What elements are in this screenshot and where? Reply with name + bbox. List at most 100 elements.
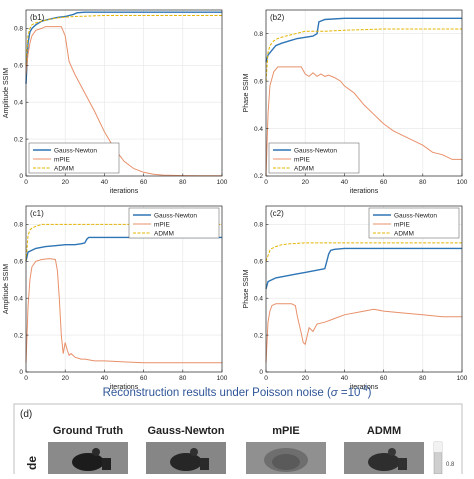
y-tick-label: 0.8 <box>14 26 23 33</box>
x-tick-label: 80 <box>419 179 427 186</box>
axes-frame <box>25 205 223 373</box>
axes-frame <box>265 205 463 373</box>
series-line-admm <box>265 28 462 82</box>
y-axis-label: Amplitude SSIM <box>3 264 10 314</box>
legend-label-admm: ADMM <box>154 230 174 237</box>
x-tick-label: 100 <box>457 179 468 186</box>
series-line-gauss-newton <box>25 11 222 84</box>
y-tick-label: 0.6 <box>254 78 263 85</box>
x-tick-label: 20 <box>62 179 70 186</box>
y-tick-label: 0.2 <box>254 332 263 339</box>
panel-label: (b2) <box>270 13 285 22</box>
x-tick-label: 40 <box>101 179 109 186</box>
caption-close: ) <box>368 387 372 399</box>
x-axis-label: iterations <box>350 188 379 195</box>
x-tick-label: 0 <box>264 375 268 382</box>
x-axis-label: iterations <box>350 384 379 391</box>
thumb-admm <box>344 442 424 474</box>
chart-c1: 0 20 40 60 80 100 0 0.2 0.4 0.6 0.8 iterations Ampli… <box>3 205 228 391</box>
thumb-ground-truth <box>48 442 128 474</box>
x-axis-label: iterations <box>110 188 139 195</box>
legend-label-mpie: mPIE <box>54 156 71 163</box>
caption-value: =10 <box>338 387 361 399</box>
x-tick-label: 0 <box>264 179 268 186</box>
caption: Reconstruction results under Poisson noi… <box>103 384 372 399</box>
panel-d: (d) de Ground Truth Gauss-Newton mPIE AD… <box>13 403 463 479</box>
colorbar-top <box>434 442 442 452</box>
y-tick-label: 0 <box>259 369 263 376</box>
panel-label: (b1) <box>30 13 45 22</box>
series-line-gauss-newton <box>265 247 462 290</box>
series-line-mpie <box>265 66 462 177</box>
legend-label-gauss-newton: Gauss-Newton <box>294 147 337 154</box>
y-tick-label: 0.8 <box>254 31 263 38</box>
legend-label-admm: ADMM <box>294 165 314 172</box>
panel-d-label: (d) <box>20 409 32 420</box>
series-line-admm <box>265 242 462 262</box>
x-tick-label: 80 <box>419 375 427 382</box>
chart-c2: 0 20 40 60 80 100 0 0.2 0.4 0.6 0.8 iterations Phase… <box>243 205 468 391</box>
caption-exponent: -4 <box>360 384 368 393</box>
legend: Gauss-Newton mPIE ADMM <box>368 207 460 239</box>
chart-b2: 0 20 40 60 80 100 0.2 0.4 0.6 0.8 iterations Phase … <box>243 9 468 195</box>
col-title-mpie: mPIE <box>272 425 300 437</box>
legend: Gauss-Newton mPIE ADMM <box>268 142 360 174</box>
y-tick-label: 0.8 <box>14 222 23 229</box>
y-tick-label: 0 <box>19 369 23 376</box>
y-axis-label: Amplitude SSIM <box>3 68 10 118</box>
x-tick-label: 20 <box>302 375 310 382</box>
series-line-mpie <box>265 303 462 363</box>
panel-label: (c1) <box>30 209 44 218</box>
axes-frame <box>265 9 463 177</box>
x-tick-label: 0 <box>24 375 28 382</box>
y-axis-label: Phase SSIM <box>243 73 250 112</box>
legend-label-gauss-newton: Gauss-Newton <box>54 147 97 154</box>
x-tick-label: 20 <box>302 179 310 186</box>
y-tick-label: 0.2 <box>14 136 23 143</box>
x-tick-label: 100 <box>457 375 468 382</box>
legend-label-gauss-newton: Gauss-Newton <box>394 212 437 219</box>
x-tick-label: 100 <box>217 179 228 186</box>
x-tick-label: 60 <box>140 375 148 382</box>
legend-label-gauss-newton: Gauss-Newton <box>154 212 197 219</box>
legend: Gauss-Newton mPIE ADMM <box>28 142 120 174</box>
y-tick-label: 0.6 <box>14 259 23 266</box>
col-title-admm: ADMM <box>367 425 401 437</box>
axes-frame <box>25 9 223 177</box>
chart-b1: 0 20 40 60 80 100 0 0.2 0.4 0.6 0.8 iterations Ampli… <box>3 9 228 195</box>
panel-d-row-label: de <box>25 456 39 470</box>
x-tick-label: 40 <box>341 375 349 382</box>
y-tick-label: 0.4 <box>14 99 23 106</box>
thumb-gauss-newton <box>146 442 226 474</box>
legend-label-admm: ADMM <box>54 165 74 172</box>
x-tick-label: 100 <box>217 375 228 382</box>
legend: Gauss-Newton mPIE ADMM <box>128 207 220 239</box>
x-tick-label: 40 <box>101 375 109 382</box>
y-tick-label: 0.4 <box>14 295 23 302</box>
x-tick-label: 60 <box>380 179 388 186</box>
x-tick-label: 60 <box>140 179 148 186</box>
col-title-ground-truth: Ground Truth <box>53 425 124 437</box>
x-tick-label: 40 <box>341 179 349 186</box>
x-axis-label: iterations <box>110 384 139 391</box>
y-tick-label: 0.8 <box>254 222 263 229</box>
y-tick-label: 0.6 <box>254 259 263 266</box>
x-tick-label: 0 <box>24 179 28 186</box>
legend-label-mpie: mPIE <box>154 221 171 228</box>
series-line-mpie <box>25 258 222 364</box>
panel-label: (c2) <box>270 209 284 218</box>
series-line-gauss-newton <box>265 17 462 63</box>
y-tick-label: 0.2 <box>14 332 23 339</box>
y-tick-label: 0.2 <box>254 173 263 180</box>
y-tick-label: 0.4 <box>254 126 263 133</box>
y-tick-label: 0.6 <box>14 63 23 70</box>
legend-label-mpie: mPIE <box>294 156 311 163</box>
legend-label-mpie: mPIE <box>394 221 411 228</box>
caption-sigma: σ <box>331 387 339 399</box>
caption-text: Reconstruction results under Poisson noi… <box>103 387 331 399</box>
col-title-gauss-newton: Gauss-Newton <box>147 425 224 437</box>
series-line-admm <box>25 15 222 66</box>
x-tick-label: 60 <box>380 375 388 382</box>
